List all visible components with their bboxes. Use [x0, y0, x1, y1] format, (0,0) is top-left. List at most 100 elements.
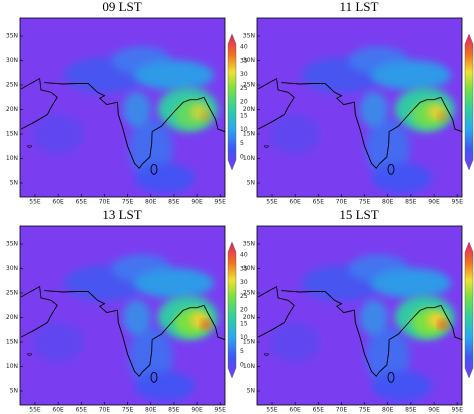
lat-label: 5N: [10, 180, 18, 187]
coastline: [44, 290, 89, 293]
lat-label: 10N: [6, 363, 18, 370]
lat-label: 35N: [6, 241, 18, 248]
lon-label: 60E: [52, 199, 64, 206]
coastline: [44, 82, 89, 85]
panel-title: 11 LST: [340, 0, 379, 14]
rain-patch: [201, 319, 212, 330]
coastline: [20, 285, 58, 338]
lon-label: 60E: [52, 407, 64, 414]
lon-label: 85E: [405, 199, 417, 206]
map-field: [20, 226, 225, 405]
colorbar-label: 25: [240, 85, 248, 92]
island: [27, 352, 32, 356]
sri-lanka: [387, 163, 395, 175]
colorbar-label: 5: [240, 348, 244, 355]
colorbar-label: 10: [240, 334, 248, 341]
lat-label: 15N: [243, 339, 255, 346]
lat-label: 35N: [243, 33, 255, 40]
lat-label: 20N: [6, 106, 18, 113]
lon-label: 55E: [266, 407, 278, 414]
lat-label: 20N: [6, 314, 18, 321]
map-field: [257, 226, 462, 405]
lon-label: 60E: [289, 199, 301, 206]
lat-label: 30N: [243, 57, 255, 64]
colorbar: [227, 33, 237, 171]
colorbar-label: 0: [240, 362, 244, 369]
lon-label: 95E: [451, 199, 463, 206]
rain-patch: [134, 163, 195, 194]
map-panel: 09 LST 55E 60E 65E 70E 75E 80E 85E 90E 95E 35N 30N 2…: [6, 0, 248, 206]
lon-label: 90E: [191, 407, 203, 414]
coastline: [257, 77, 295, 130]
lat-label: 10N: [243, 363, 255, 370]
lon-label: 85E: [405, 407, 417, 414]
map-panel: 15 LST 55E 60E 65E 70E 75E 80E 85E 90E 95E 35N 30N 2…: [243, 207, 474, 414]
lat-label: 35N: [243, 241, 255, 248]
rain-patch: [122, 91, 151, 128]
map-field: [20, 18, 225, 197]
colorbar: [227, 241, 237, 379]
rain-patch: [371, 371, 432, 402]
lat-label: 20N: [243, 106, 255, 113]
rain-patch: [438, 111, 449, 122]
lat-label: 5N: [247, 180, 255, 187]
lon-label: 65E: [313, 407, 325, 414]
lon-label: 55E: [29, 407, 41, 414]
lat-label: 15N: [6, 339, 18, 346]
lon-label: 80E: [145, 199, 157, 206]
lat-label: 5N: [10, 388, 18, 395]
colorbar-label: 40: [240, 44, 248, 51]
panel-title: 09 LST: [102, 0, 141, 14]
island: [264, 144, 269, 148]
colorbar-label: 20: [240, 307, 248, 314]
coastline: [20, 77, 58, 130]
rain-patch: [133, 268, 214, 299]
island: [264, 352, 269, 356]
colorbar-label: 35: [240, 57, 248, 64]
lat-label: 35N: [6, 33, 18, 40]
lat-label: 20N: [243, 314, 255, 321]
panel-title: 13 LST: [102, 207, 141, 222]
rain-patch: [33, 114, 84, 154]
rain-patch: [438, 319, 449, 330]
island: [27, 144, 32, 148]
lon-label: 60E: [289, 407, 301, 414]
lat-label: 25N: [6, 290, 18, 297]
rain-patch: [370, 268, 451, 299]
rain-patch: [371, 163, 432, 194]
lat-label: 30N: [6, 57, 18, 64]
colorbar-label: 15: [240, 112, 248, 119]
lat-label: 25N: [243, 82, 255, 89]
coastline: [281, 290, 326, 293]
coastline: [87, 83, 225, 169]
coastline: [257, 285, 295, 338]
sri-lanka: [150, 163, 158, 175]
rain-patch: [359, 299, 388, 336]
map-panel: 13 LST 55E 60E 65E 70E 75E 80E 85E 90E 95E 35N 30N 2…: [6, 207, 248, 414]
map-field: [257, 18, 462, 197]
lat-label: 5N: [247, 388, 255, 395]
lon-label: 55E: [266, 199, 278, 206]
lon-label: 90E: [191, 199, 203, 206]
rain-patch: [270, 114, 321, 154]
lat-label: 30N: [6, 265, 18, 272]
lon-label: 70E: [336, 199, 348, 206]
coastline: [324, 291, 462, 377]
panel-title: 15 LST: [339, 207, 378, 222]
map-panel: 11 LST 55E 60E 65E 70E 75E 80E 85E 90E 95E 35N 30N 2…: [243, 0, 474, 206]
colorbar-label: 35: [240, 265, 248, 272]
lon-label: 75E: [122, 199, 134, 206]
lon-label: 55E: [29, 199, 41, 206]
lon-label: 90E: [428, 407, 440, 414]
lat-label: 25N: [6, 82, 18, 89]
lon-label: 95E: [451, 407, 463, 414]
map-frame: [19, 225, 226, 406]
rain-patch: [201, 111, 212, 122]
colorbar-label: 20: [240, 99, 248, 106]
lon-label: 90E: [428, 199, 440, 206]
map-frame: [256, 225, 463, 406]
rain-patch: [270, 322, 321, 362]
colorbar: [464, 241, 474, 379]
lon-label: 65E: [313, 199, 325, 206]
lat-label: 15N: [6, 131, 18, 138]
